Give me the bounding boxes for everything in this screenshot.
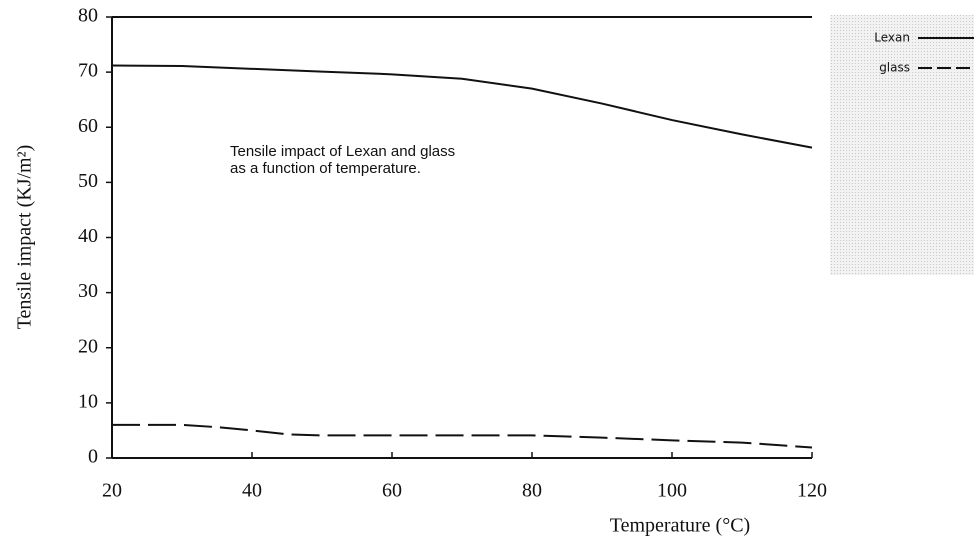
- annotation: Tensile impact of Lexan and glass: [230, 143, 455, 160]
- y-tick-label: 30: [78, 280, 98, 302]
- x-tick-label: 20: [102, 480, 122, 502]
- y-tick-label: 0: [88, 446, 98, 468]
- x-tick-label: 60: [382, 480, 402, 502]
- x-tick-label: 100: [657, 480, 687, 502]
- line-glass: [112, 423, 813, 449]
- x-tick-label: 80: [522, 480, 542, 502]
- y-tick-label: 40: [78, 225, 98, 247]
- x-tick-label: 40: [242, 480, 262, 502]
- legend-panel: [830, 15, 974, 275]
- line-lexan: [111, 64, 813, 149]
- y-tick-label: 60: [78, 115, 98, 137]
- y-tick-label: 80: [78, 5, 98, 27]
- y-axis-label: Tensile impact (KJ/m²): [14, 145, 36, 330]
- legend-label: Lexan: [874, 31, 910, 45]
- y-tick-label: 70: [78, 60, 98, 82]
- x-axis-label: Temperature (°C): [610, 515, 750, 537]
- y-tick-label: 10: [78, 390, 98, 412]
- legend-label: glass: [879, 61, 910, 75]
- annotation: as a function of temperature.: [230, 160, 421, 177]
- y-tick-label: 20: [78, 335, 98, 357]
- x-tick-label: 120: [797, 480, 827, 502]
- y-tick-label: 50: [78, 170, 98, 192]
